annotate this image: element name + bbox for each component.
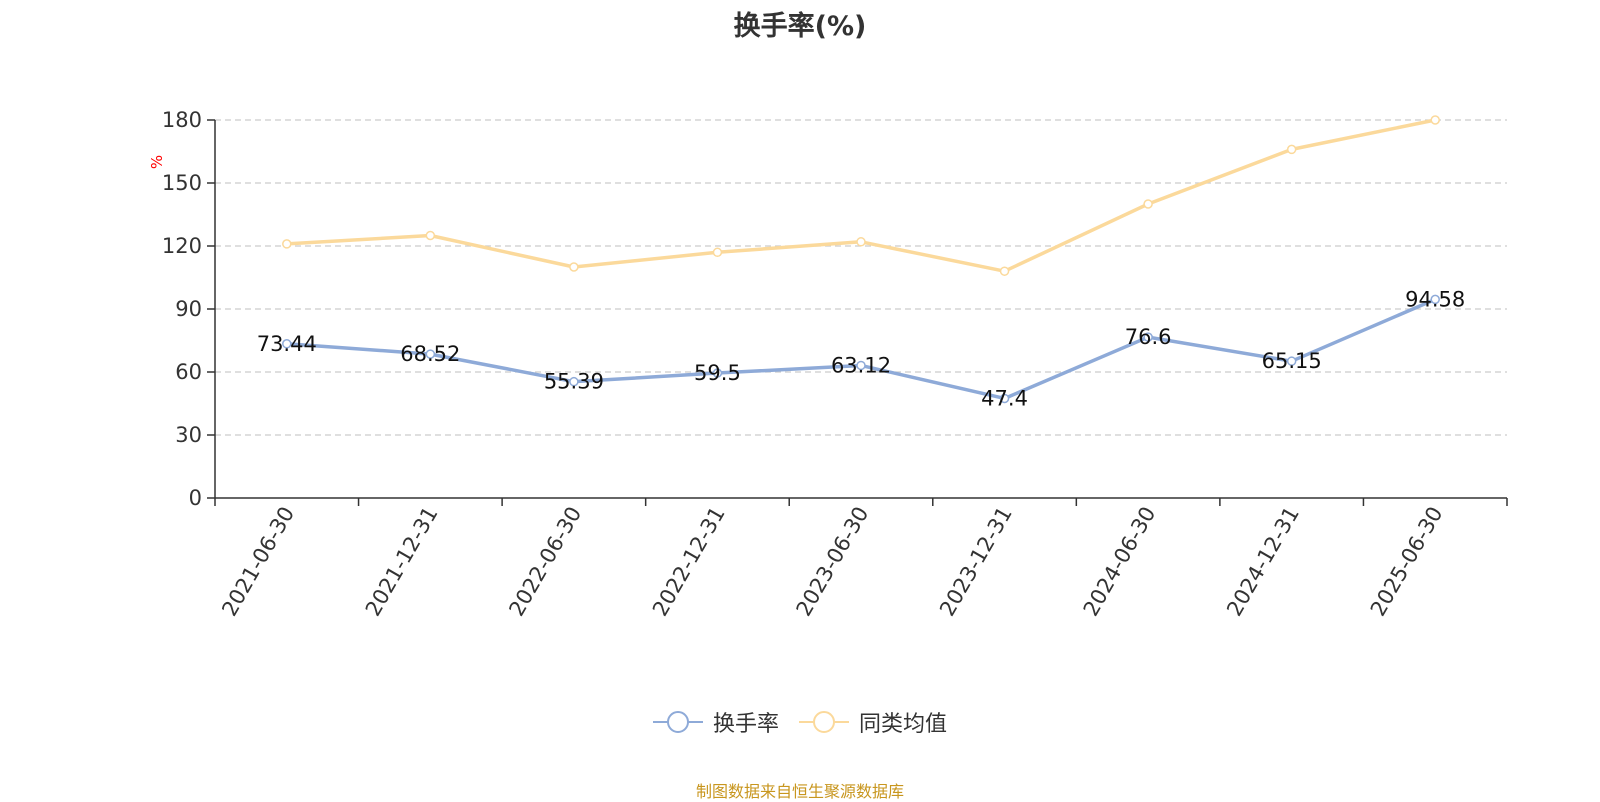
- x-tick-label: 2021-06-30: [217, 503, 299, 621]
- data-point: [425, 349, 436, 359]
- data-label: 94.58: [1405, 287, 1465, 311]
- legend-item-turnover[interactable]: 换手率: [652, 706, 779, 738]
- data-label: 73.44: [257, 332, 317, 356]
- data-point: [1430, 115, 1440, 125]
- legend-turnover-label: 换手率: [712, 712, 779, 737]
- data-point: [1430, 294, 1440, 305]
- series-group: [282, 115, 1440, 404]
- data-point: [569, 262, 579, 272]
- data-label: 76.6: [1125, 325, 1172, 349]
- x-tick-label: 2022-12-31: [648, 503, 730, 621]
- x-tick-label: 2024-06-30: [1079, 503, 1161, 621]
- chart-title: 换手率(%): [733, 11, 867, 42]
- data-point: [1143, 332, 1153, 342]
- data-label: 65.15: [1262, 349, 1322, 373]
- x-tick-label: 2023-06-30: [792, 503, 874, 621]
- x-tick-label: 2022-06-30: [504, 503, 586, 621]
- data-point: [1286, 144, 1297, 155]
- data-point: [856, 360, 866, 371]
- data-label: 63.12: [831, 353, 891, 377]
- x-tick-label: 2024-12-31: [1222, 503, 1304, 621]
- data-labels: 73.44 68.52 55.39 59.5 63.12 47.4 76.6 65.15 94.…: [257, 287, 1466, 410]
- data-label: 68.52: [400, 342, 460, 366]
- data-point: [282, 339, 292, 349]
- y-tick-label: 0: [189, 486, 202, 510]
- data-label: 55.39: [544, 370, 604, 394]
- data-point: [856, 237, 866, 247]
- series-line-1: [286, 118, 1436, 273]
- data-point: [999, 393, 1010, 404]
- x-tick-label: 2021-12-31: [361, 503, 443, 621]
- legend-peer-average-icon: [799, 711, 849, 733]
- y-tick-label: 120: [162, 234, 202, 258]
- y-axis-label: %: [148, 155, 166, 169]
- data-point: [1286, 356, 1297, 366]
- data-point: [282, 239, 292, 249]
- data-label: 47.4: [981, 386, 1028, 410]
- data-point: [999, 266, 1010, 276]
- data-point: [569, 376, 579, 387]
- legend-item-peer-average[interactable]: 同类均值: [799, 706, 947, 738]
- y-tick-label: 60: [175, 360, 202, 384]
- data-point: [712, 368, 723, 378]
- y-tick-label: 150: [162, 171, 202, 195]
- grid-lines: [215, 119, 1507, 436]
- data-label: 59.5: [694, 361, 741, 385]
- data-point: [425, 230, 436, 241]
- data-point: [712, 247, 723, 258]
- data-point: [1143, 199, 1153, 209]
- y-tick-label: 180: [162, 108, 202, 132]
- y-tick-label: 90: [175, 297, 202, 321]
- source-note: 制图数据来自恒生聚源数据库: [695, 782, 904, 801]
- y-tick-label: 30: [175, 423, 202, 447]
- legend-turnover-icon: [652, 711, 703, 733]
- x-tick-label: 2025-06-30: [1366, 503, 1448, 621]
- legend: 换手率 同类均值: [0, 706, 1600, 738]
- x-tick-label: 2023-12-31: [935, 503, 1017, 621]
- legend-peer-average-label: 同类均值: [859, 712, 948, 737]
